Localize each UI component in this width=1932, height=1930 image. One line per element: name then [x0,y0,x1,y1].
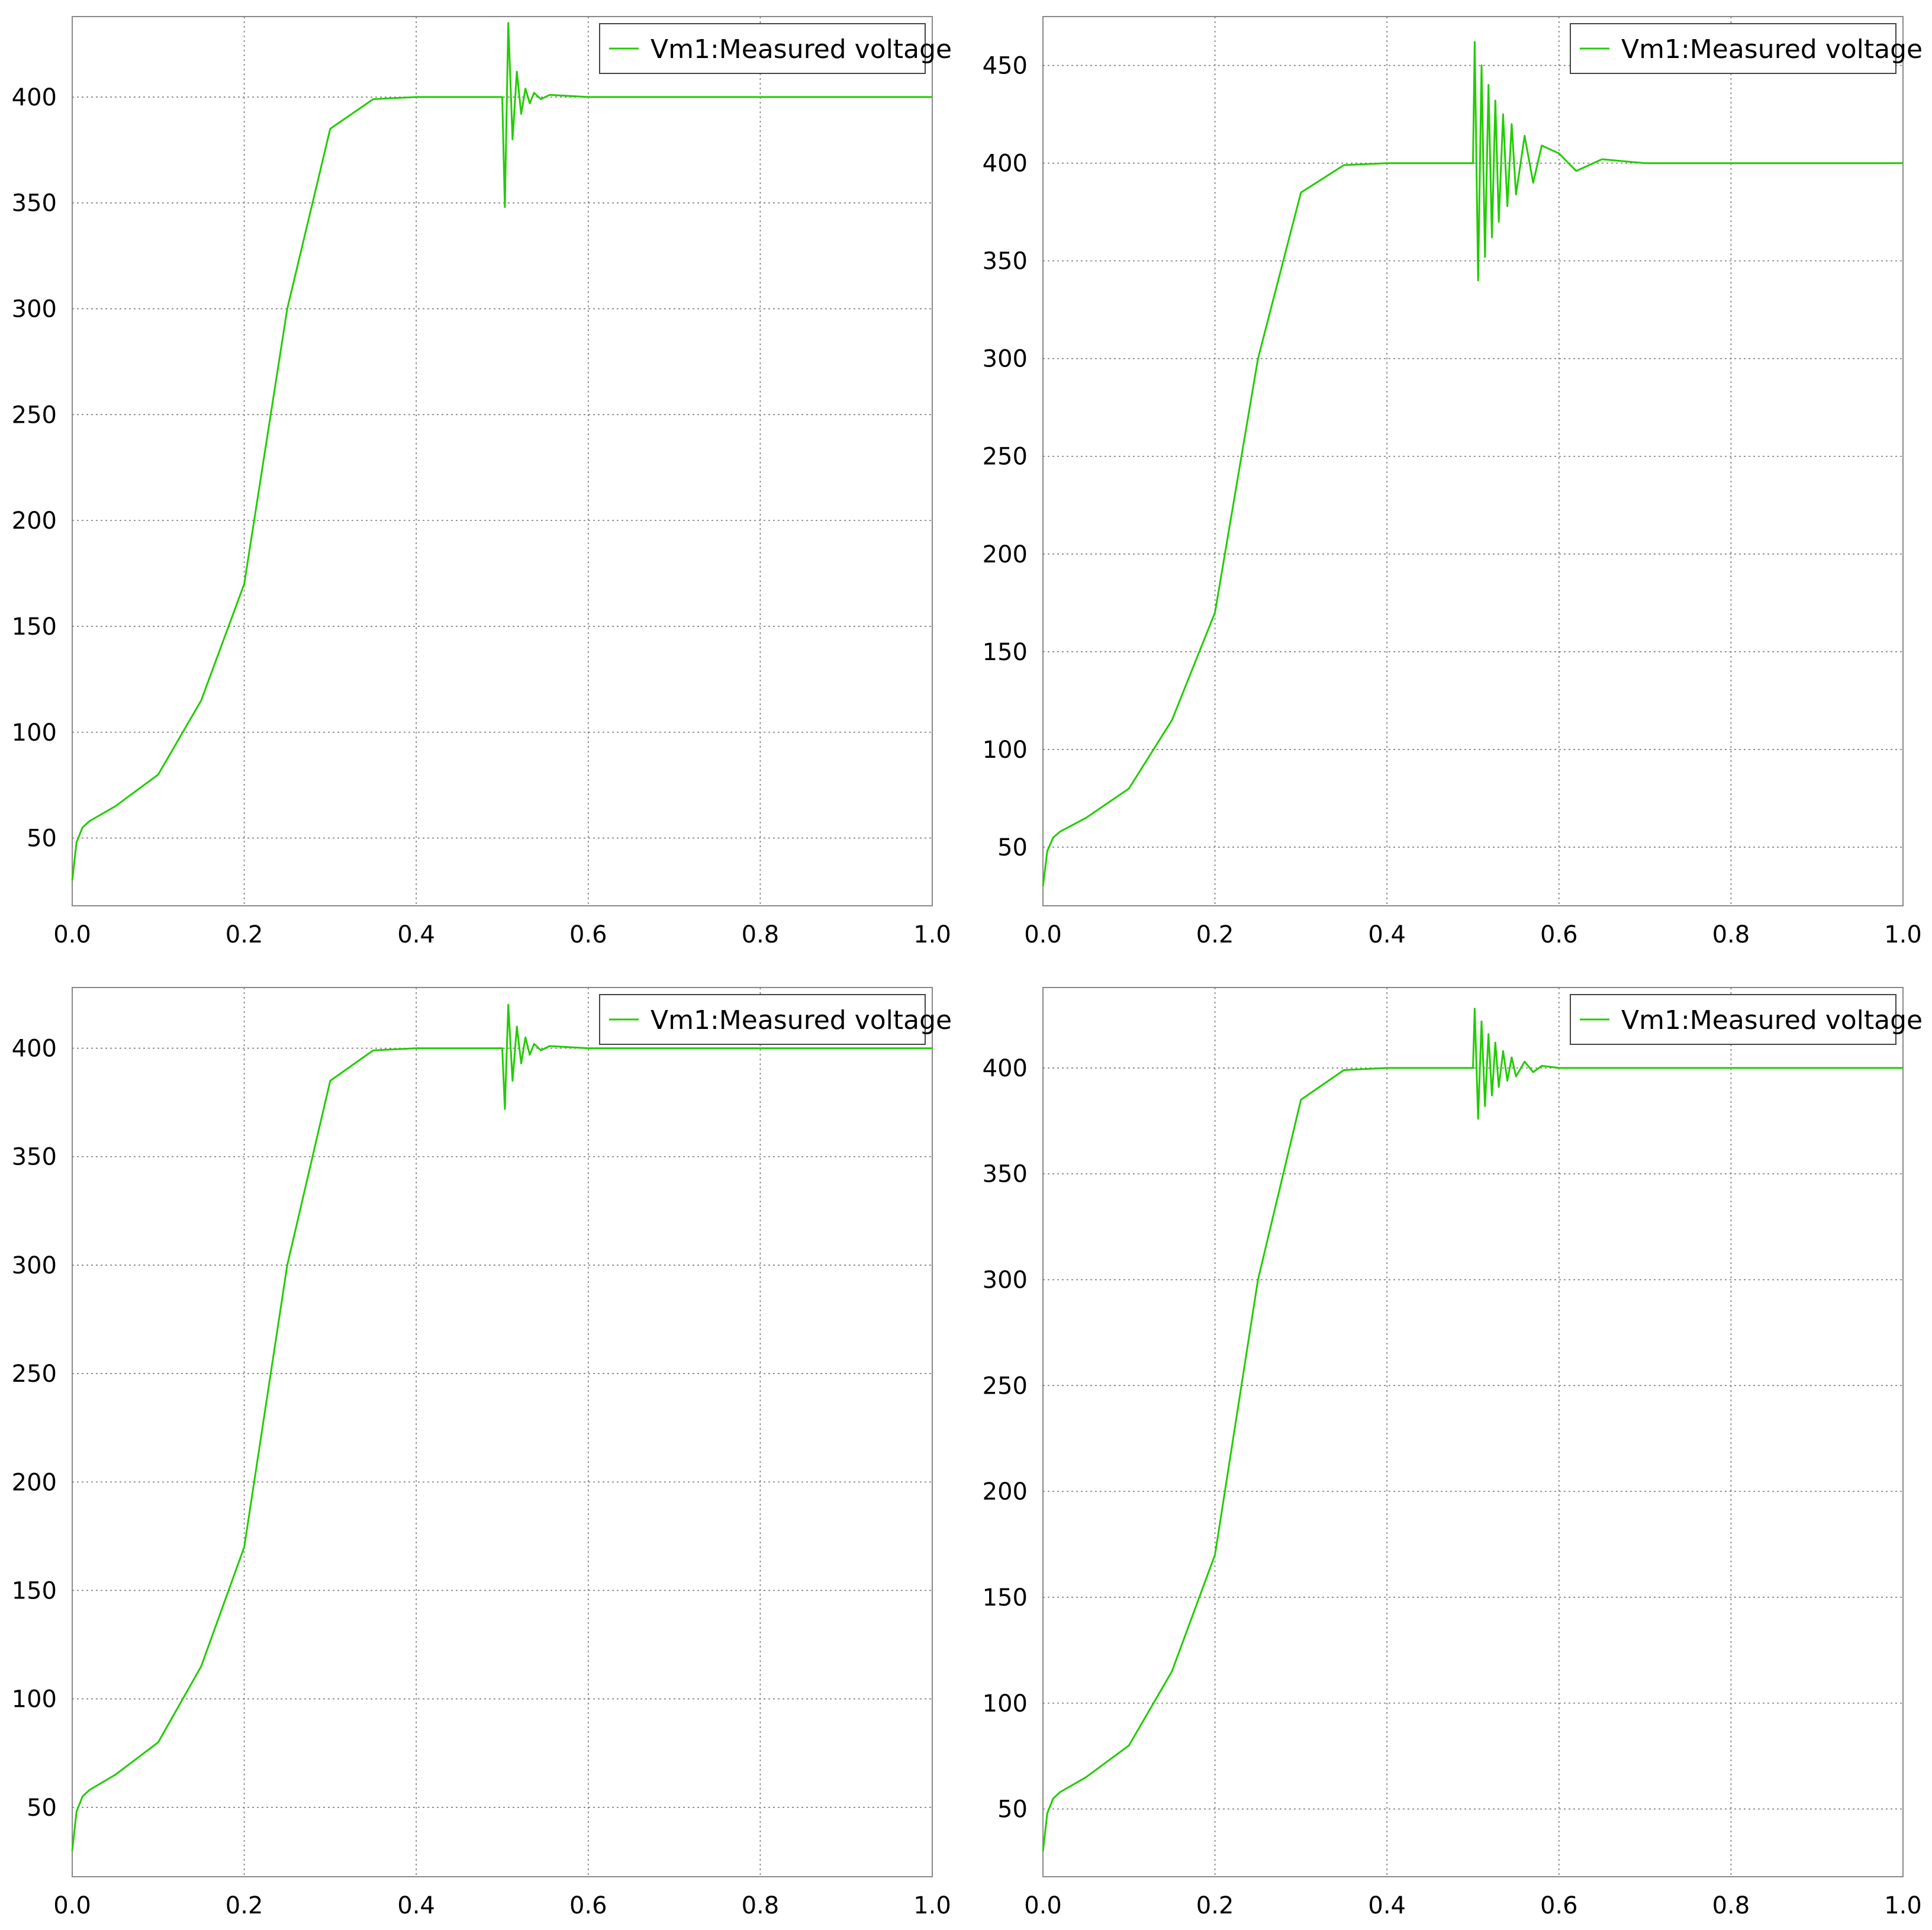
y-tick-label: 200 [12,1469,57,1496]
x-tick-label: 0.0 [1024,1892,1062,1919]
y-tick-label: 450 [983,53,1028,80]
x-tick-label: 1.0 [1884,1892,1922,1919]
y-tick-label: 200 [12,507,57,535]
x-tick-label: 0.2 [1196,921,1234,948]
plot-area [72,16,933,906]
x-tick-label: 0.4 [397,921,435,948]
legend-label: Vm1:Measured voltage [1621,34,1923,65]
y-tick-label: 50 [27,1794,57,1822]
y-tick-label: 300 [12,296,57,323]
x-tick-label: 0.2 [226,921,263,948]
x-tick-label: 0.0 [1024,921,1062,948]
y-tick-label: 400 [983,1055,1028,1082]
y-tick-label: 350 [12,1144,57,1171]
x-tick-label: 0.8 [742,921,780,948]
legend-box [1570,994,1896,1045]
chart-panel-bottom-left: 0.0 0.2 0.4 0.6 0.8 1.0 50 100 150 200 250 300 350 40… [0,971,959,1930]
x-tick-label: 0.2 [226,1892,263,1919]
x-tick-label: 0.8 [742,1892,780,1919]
x-tick-label: 0.0 [53,921,91,948]
chart-panel-top-right: 0.0 0.2 0.4 0.6 0.8 1.0 50 100 150 200 250 300 350 40… [971,0,1930,959]
legend-label: Vm1:Measured voltage [1621,1005,1923,1035]
y-tick-label: 100 [12,1686,57,1713]
x-tick-label: 0.8 [1712,921,1750,948]
x-tick-label: 1.0 [913,921,951,948]
x-tick-label: 0.6 [1540,921,1578,948]
y-tick-label: 150 [12,613,57,641]
y-tick-label: 300 [983,346,1028,373]
y-tick-label: 250 [12,1360,57,1388]
x-tick-label: 1.0 [913,1892,951,1919]
x-tick-label: 0.8 [1712,1892,1750,1919]
x-tick-label: 0.4 [1368,1892,1406,1919]
chart-panel-top-left: 0.0 0.2 0.4 0.6 0.8 1.0 50 100 150 200 250 300 350 40… [0,0,959,959]
legend-box [599,994,926,1045]
x-tick-label: 0.4 [397,1892,435,1919]
line-chart-svg: 0.0 0.2 0.4 0.6 0.8 1.0 50 100 150 200 250 300 350 40… [12,16,952,948]
y-tick-label: 400 [983,150,1028,178]
y-tick-label: 100 [983,1690,1028,1717]
legend-box [1570,23,1896,74]
y-tick-label: 200 [983,541,1028,568]
line-chart-svg: 0.0 0.2 0.4 0.6 0.8 1.0 50 100 150 200 250 300 350 40… [983,987,1923,1919]
x-tick-label: 1.0 [1884,921,1922,948]
y-tick-label: 150 [983,639,1028,666]
y-tick-label: 250 [983,1372,1028,1400]
y-tick-label: 100 [983,736,1028,764]
legend-label: Vm1:Measured voltage [651,34,952,65]
series-line [1042,1008,1903,1852]
series-line [1042,41,1903,887]
chart-panel-bottom-right: 0.0 0.2 0.4 0.6 0.8 1.0 50 100 150 200 250 300 350 40… [971,971,1930,1930]
x-tick-label: 0.0 [53,1892,91,1919]
x-tick-label: 0.6 [569,921,607,948]
y-tick-label: 400 [12,1035,57,1063]
y-tick-label: 250 [983,443,1028,471]
line-chart-svg: 0.0 0.2 0.4 0.6 0.8 1.0 50 100 150 200 250 300 350 40… [983,16,1923,948]
y-tick-label: 300 [12,1252,57,1279]
legend-label: Vm1:Measured voltage [651,1005,952,1035]
series-line [71,22,932,881]
y-tick-label: 400 [12,84,57,111]
y-tick-label: 50 [27,825,57,853]
plot-area [1042,16,1904,906]
y-tick-label: 100 [12,719,57,747]
y-tick-label: 50 [997,834,1028,861]
x-tick-label: 0.4 [1368,921,1406,948]
y-tick-label: 200 [983,1478,1028,1506]
x-tick-label: 0.6 [569,1892,607,1919]
x-tick-label: 0.2 [1196,1892,1234,1919]
plot-area [72,987,933,1877]
series-line [71,1003,932,1851]
y-tick-label: 150 [983,1584,1028,1611]
y-tick-label: 350 [983,248,1028,275]
line-chart-svg: 0.0 0.2 0.4 0.6 0.8 1.0 50 100 150 200 250 300 350 40… [12,987,952,1919]
plot-area [1042,987,1904,1877]
y-tick-label: 350 [12,190,57,217]
x-tick-label: 0.6 [1540,1892,1578,1919]
y-tick-label: 350 [983,1161,1028,1188]
y-tick-label: 150 [12,1577,57,1604]
legend-box [599,23,926,74]
y-tick-label: 50 [997,1796,1028,1823]
y-tick-label: 300 [983,1267,1028,1294]
y-tick-label: 250 [12,401,57,429]
